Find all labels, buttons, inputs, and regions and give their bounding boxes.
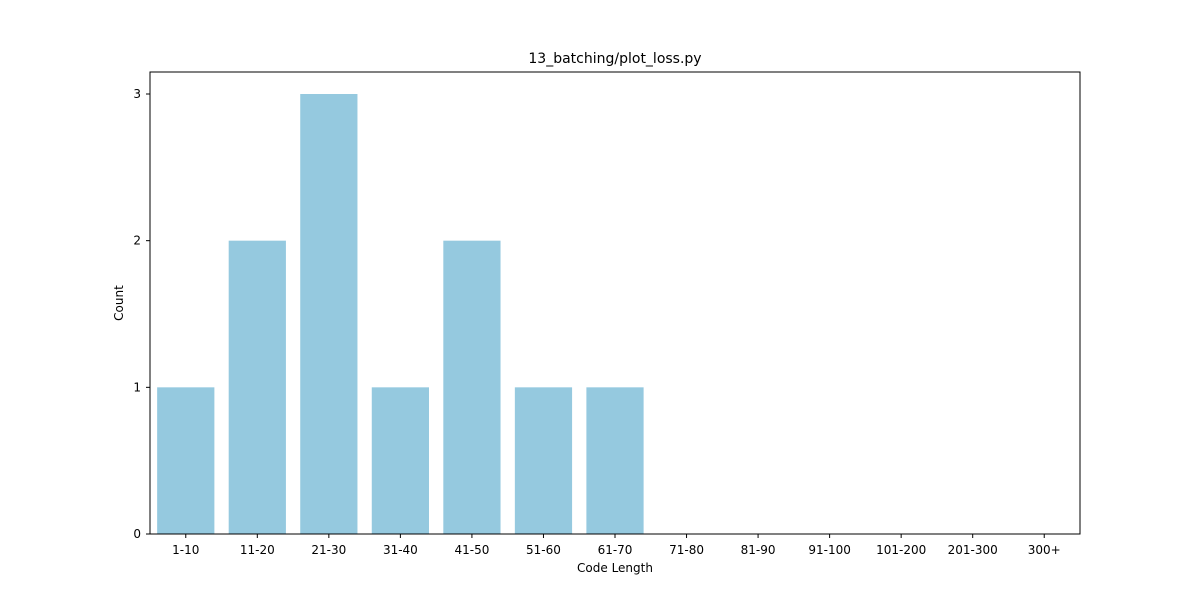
x-tick-label: 71-80 <box>669 543 704 557</box>
bar-31-40 <box>371 387 429 534</box>
y-axis: 0 1 2 3 <box>133 87 150 541</box>
x-tick-label: 31-40 <box>383 543 418 557</box>
bar-41-50 <box>443 240 501 535</box>
y-tick-label: 3 <box>133 87 141 101</box>
x-tick-label: 61-70 <box>598 543 633 557</box>
bar-21-30 <box>300 94 358 534</box>
x-axis: 1-10 11-20 21-30 31-40 41-50 51-60 61-70 71-80 8… <box>172 534 1061 557</box>
x-tick-label: 41-50 <box>454 543 489 557</box>
bar-51-60 <box>514 387 573 534</box>
y-tick-label: 0 <box>133 527 141 541</box>
bars-layer <box>157 94 644 535</box>
x-tick-label: 91-100 <box>808 543 851 557</box>
y-axis-label: Count <box>112 285 126 321</box>
x-tick-label: 201-300 <box>948 543 998 557</box>
x-tick-label: 21-30 <box>311 543 346 557</box>
x-tick-label: 11-20 <box>240 543 275 557</box>
chart-title: 13_batching/plot_loss.py <box>528 51 701 67</box>
bar-61-70 <box>586 387 644 534</box>
y-tick-label: 1 <box>133 380 141 394</box>
x-axis-label: Code Length <box>577 561 653 575</box>
x-tick-label: 1-10 <box>172 543 199 557</box>
x-tick-label: 81-90 <box>741 543 776 557</box>
x-tick-label: 101-200 <box>876 543 926 557</box>
x-tick-label: 300+ <box>1028 543 1061 557</box>
bar-1-10 <box>157 387 215 534</box>
y-tick-label: 2 <box>133 234 141 248</box>
x-tick-label: 51-60 <box>526 543 561 557</box>
bar-11-20 <box>228 240 286 535</box>
